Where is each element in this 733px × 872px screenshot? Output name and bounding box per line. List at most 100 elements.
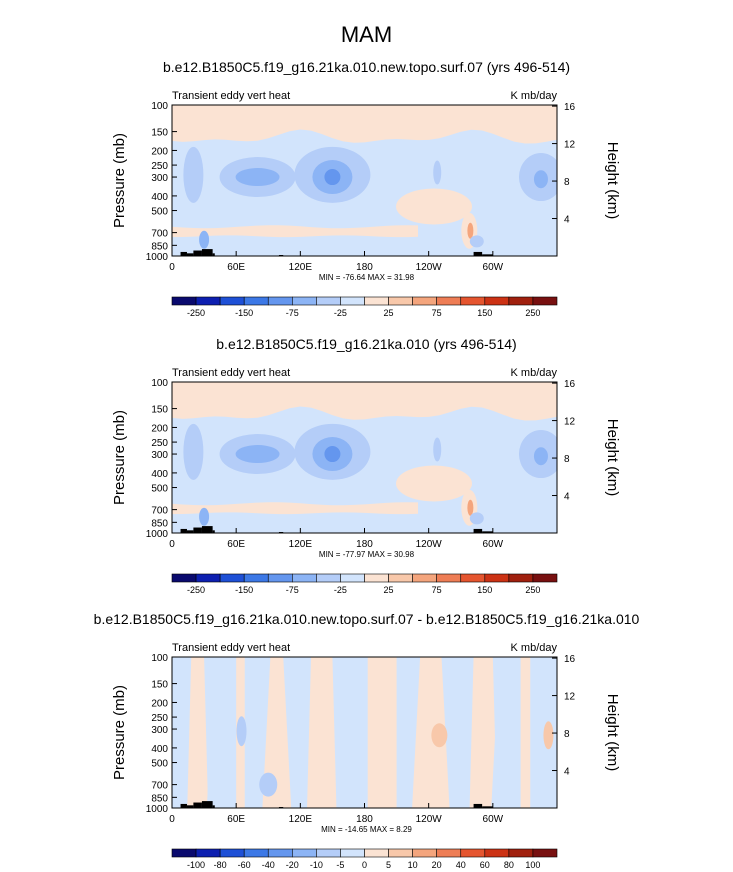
y-right-tick-label: 4 [564, 492, 570, 503]
colorbar-label: 5 [386, 860, 391, 870]
colorbar-swatch [364, 848, 389, 858]
negative-region [236, 716, 247, 747]
y-right-tick-label: 16 [564, 102, 576, 113]
units-label: K mb/day [511, 90, 558, 102]
x-tick-label: 180 [356, 262, 373, 273]
topography-block [212, 253, 215, 256]
colorbar-swatch [340, 848, 365, 858]
y-right-tick-label: 4 [564, 215, 570, 226]
positive-region [262, 657, 292, 808]
topography-block [180, 528, 187, 533]
topography-block [186, 253, 194, 256]
topography-block [180, 803, 187, 808]
colorbar-label: -250 [187, 585, 205, 595]
x-tick-label: 120E [289, 814, 313, 825]
positive-core [467, 499, 474, 516]
y-right-tick-label: 8 [564, 177, 570, 188]
x-tick-label: 120W [416, 262, 443, 273]
colorbar-swatch [340, 573, 365, 583]
positive-core [543, 721, 554, 750]
topography-block [482, 531, 493, 533]
y-tick-label: 700 [151, 229, 168, 240]
colorbar-swatch [388, 848, 413, 858]
topography-block [201, 249, 213, 256]
y-tick-label: 200 [151, 146, 168, 157]
stratosphere-positive-region [172, 382, 557, 421]
colorbar-swatch [219, 296, 245, 306]
colorbar-label: 0 [362, 860, 367, 870]
y-tick-label: 700 [151, 506, 168, 517]
colorbar-swatch [388, 573, 413, 583]
y-right-tick-label: 12 [564, 692, 576, 703]
negative-region [291, 657, 303, 808]
colorbar-swatch [171, 296, 197, 306]
colorbar-swatch [267, 573, 293, 583]
negative-region [259, 772, 278, 797]
negative-core [324, 446, 341, 463]
x-tick-label: 60W [483, 814, 504, 825]
y-tick-label: 100 [151, 653, 168, 664]
colorbar-label: 25 [384, 308, 394, 318]
panel-1-title: b.e12.B1850C5.f19_g16.21ka.010.new.topo.… [162, 59, 571, 75]
y-tick-label: 500 [151, 484, 168, 495]
panel-2-title: b.e12.B1850C5.f19_g16.21ka.010 (yrs 496-… [216, 336, 517, 352]
colorbar-swatch [195, 296, 221, 306]
x-tick-label: 120E [289, 539, 313, 550]
y-right-tick-label: 16 [564, 379, 576, 390]
y-axis-label: Pressure (mb) [111, 133, 128, 228]
y-tick-label: 300 [151, 173, 168, 184]
colorbar-swatch [292, 573, 317, 583]
colorbar-swatch [243, 573, 269, 583]
colorbar-swatch [316, 296, 341, 306]
topography-block [193, 250, 202, 256]
negative-core [235, 168, 280, 187]
topography-block [473, 803, 483, 808]
panel-3-title: b.e12.B1850C5.f19_g16.21ka.010.new.topo.… [93, 611, 640, 627]
colorbar-swatch [243, 296, 269, 306]
colorbar-label: -25 [334, 308, 347, 318]
x-tick-label: 0 [169, 814, 175, 825]
topography-block [212, 530, 215, 533]
y-tick-label: 400 [151, 469, 168, 480]
positive-region [412, 657, 450, 808]
positive-region [520, 657, 531, 808]
y-tick-label: 100 [151, 378, 168, 389]
negative-region [469, 512, 484, 525]
colorbar-swatch [508, 848, 534, 858]
colorbar-swatch [460, 848, 486, 858]
minmax-label: MIN = -77.97 MAX = 30.98 [319, 550, 415, 559]
topography-block [212, 805, 215, 808]
main-title: MAM [340, 22, 393, 47]
x-tick-label: 180 [356, 539, 373, 550]
negative-core [235, 445, 280, 464]
x-tick-label: 120E [289, 262, 313, 273]
negative-region [433, 437, 442, 462]
colorbar-label: -25 [334, 585, 347, 595]
colorbar-swatch [436, 573, 462, 583]
colorbar-swatch [412, 296, 437, 306]
colorbar-swatch [484, 848, 510, 858]
x-tick-label: 60E [227, 539, 245, 550]
colorbar-swatch [195, 848, 221, 858]
positive-blob [396, 465, 473, 502]
y-tick-label: 400 [151, 744, 168, 755]
negative-core [533, 170, 548, 189]
colorbar-label: -75 [286, 585, 299, 595]
colorbar-label: 10 [408, 860, 418, 870]
y-right-tick-label: 12 [564, 417, 576, 428]
colorbar-swatch [460, 296, 486, 306]
topography-block [193, 527, 202, 533]
colorbar-label: -10 [310, 860, 323, 870]
x-tick-label: 60W [483, 539, 504, 550]
colorbar-label: -75 [286, 308, 299, 318]
colorbar-swatch [340, 296, 365, 306]
plot-area [172, 382, 557, 533]
colorbar-label: -40 [262, 860, 275, 870]
colorbar-swatch [436, 848, 462, 858]
x-tick-label: 0 [169, 262, 175, 273]
y-right-tick-label: 16 [564, 654, 576, 665]
y-tick-label: 150 [151, 680, 168, 691]
colorbar-label: 75 [432, 585, 442, 595]
panel-left-label: Transient eddy vert heat [172, 90, 290, 102]
colorbar-swatch [532, 296, 558, 306]
